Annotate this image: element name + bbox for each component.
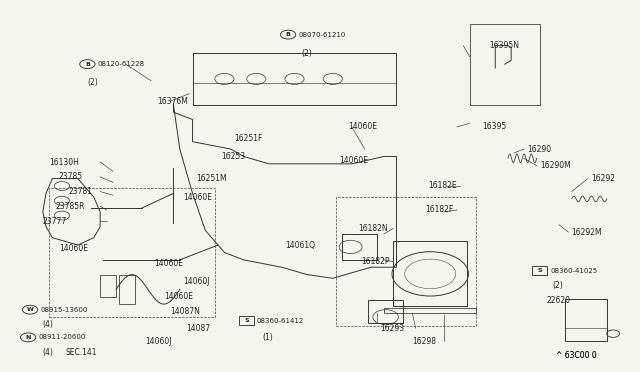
Text: N: N [26, 335, 31, 340]
Text: 14061Q: 14061Q [285, 241, 315, 250]
Text: 08070-61210: 08070-61210 [298, 32, 346, 38]
Text: (4): (4) [43, 320, 54, 329]
Text: ^ 63C00 0: ^ 63C00 0 [556, 351, 596, 360]
Text: 16182P: 16182P [362, 257, 390, 266]
Text: 08915-13600: 08915-13600 [40, 307, 88, 313]
Bar [394, 241, 467, 306]
Text: 16253: 16253 [221, 152, 245, 161]
Text: (4): (4) [43, 348, 54, 357]
Text: 14060E: 14060E [349, 122, 378, 131]
Text: 16293: 16293 [381, 324, 404, 333]
Text: 22620: 22620 [546, 296, 570, 305]
Text: 23785: 23785 [59, 172, 83, 181]
Text: B: B [285, 32, 291, 37]
Text: 16395: 16395 [483, 122, 507, 131]
Text: SEC.141: SEC.141 [65, 348, 97, 357]
Bar [342, 234, 378, 260]
Text: 14087N: 14087N [170, 307, 200, 316]
Text: 14060E: 14060E [59, 244, 88, 253]
Text: 16376M: 16376M [157, 97, 188, 106]
Text: 16251F: 16251F [234, 134, 262, 142]
Text: 14060E: 14060E [183, 193, 212, 202]
Text: 16292M: 16292M [572, 228, 602, 237]
Bar [100, 275, 116, 297]
Text: 14060J: 14060J [145, 337, 172, 346]
Bar [532, 266, 547, 275]
Text: 16290M: 16290M [540, 161, 571, 170]
Text: 23777: 23777 [43, 217, 67, 225]
Text: W: W [27, 307, 33, 312]
Text: B: B [85, 62, 90, 67]
Text: (2): (2) [88, 78, 98, 87]
Text: 08360-41025: 08360-41025 [550, 268, 597, 274]
Text: 16182N: 16182N [358, 224, 388, 233]
Bar [193, 53, 396, 105]
Text: (2): (2) [552, 281, 563, 290]
Bar [49, 188, 215, 317]
Text: 16182F: 16182F [425, 205, 453, 215]
Text: 08911-20600: 08911-20600 [38, 334, 86, 340]
Text: 14087: 14087 [186, 324, 211, 333]
Bar [470, 23, 540, 105]
Text: 16182E: 16182E [428, 182, 457, 190]
Text: 16290: 16290 [527, 145, 551, 154]
Bar [565, 299, 607, 341]
Text: 16395N: 16395N [489, 41, 519, 50]
Text: 23785R: 23785R [56, 202, 85, 211]
Text: 16292: 16292 [591, 174, 615, 183]
Text: 14060J: 14060J [183, 278, 209, 286]
Text: 23781: 23781 [68, 187, 92, 196]
Text: S: S [244, 318, 249, 323]
Text: 14060E: 14060E [154, 259, 183, 268]
Text: 16251M: 16251M [196, 174, 227, 183]
Text: 14060E: 14060E [339, 155, 368, 165]
Text: 08120-61228: 08120-61228 [98, 61, 145, 67]
Text: 08360-61412: 08360-61412 [257, 318, 304, 324]
Bar [336, 197, 476, 326]
Bar [368, 301, 403, 323]
Bar [239, 316, 254, 325]
Bar [384, 308, 476, 313]
Text: (1): (1) [262, 333, 273, 342]
Text: S: S [538, 269, 542, 273]
Text: ^ 63C00 0: ^ 63C00 0 [556, 351, 596, 360]
Text: (2): (2) [301, 49, 312, 58]
Bar [119, 275, 135, 304]
Text: 16298: 16298 [412, 337, 436, 346]
Text: 14060E: 14060E [164, 292, 193, 301]
Text: 16130H: 16130H [49, 157, 79, 167]
